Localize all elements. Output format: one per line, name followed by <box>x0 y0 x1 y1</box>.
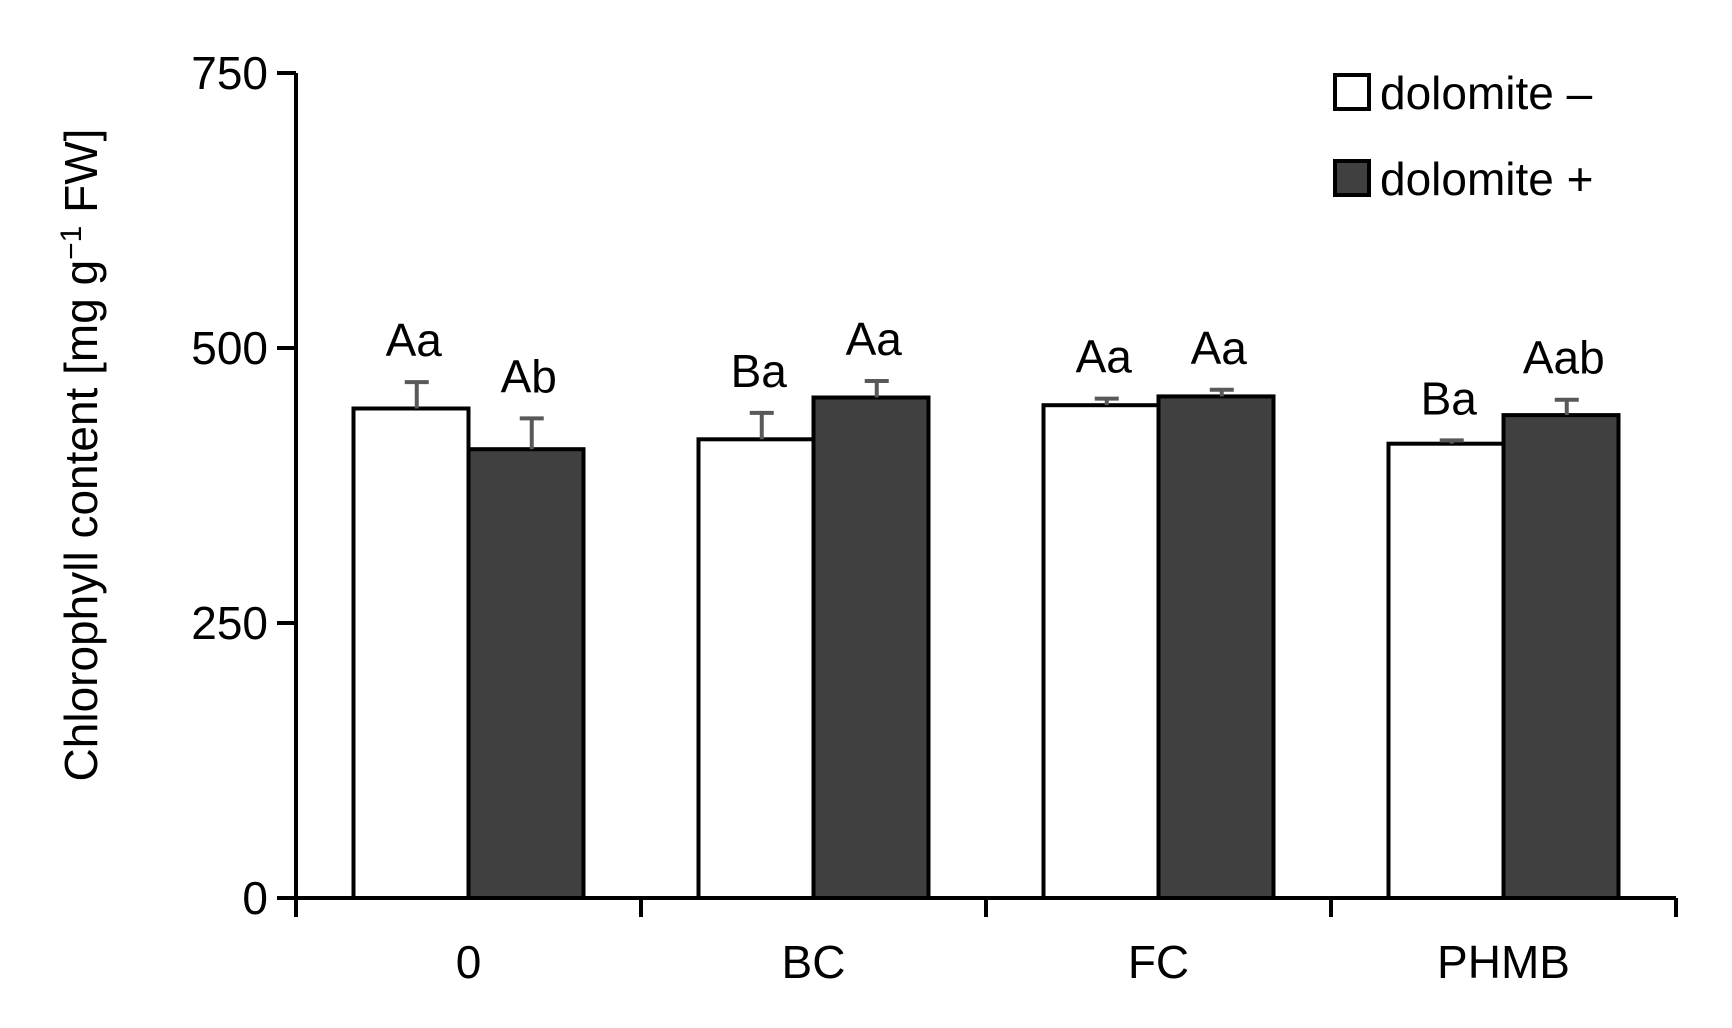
legend-swatch <box>1333 159 1371 197</box>
y-axis-title-suffix: FW] <box>55 129 107 226</box>
legend: dolomite – dolomite + <box>1333 67 1594 205</box>
significance-label: Ba <box>1421 372 1478 424</box>
x-category-label: BC <box>782 936 846 988</box>
legend-swatch <box>1333 73 1371 111</box>
bar <box>696 437 816 900</box>
significance-label: Ba <box>731 345 788 397</box>
y-axis-title-superscript: −1 <box>55 226 88 260</box>
bar <box>1501 413 1621 900</box>
bar <box>466 447 586 900</box>
plot-area: 0 250 500 750 0 Aa Ab BC Ba Aa FC Aa Aa PHMB Ba Aab <box>191 47 1678 988</box>
significance-label: Ab <box>501 350 557 402</box>
y-tick-label: 250 <box>191 597 268 649</box>
bar <box>1386 441 1506 900</box>
x-category-label: PHMB <box>1437 936 1570 988</box>
y-tick-label: 500 <box>191 322 268 374</box>
significance-label: Aa <box>846 313 903 365</box>
y-tick-label: 0 <box>242 872 268 924</box>
significance-label: Aa <box>1076 331 1133 383</box>
x-category-label: 0 <box>456 936 482 988</box>
x-category-label: FC <box>1128 936 1189 988</box>
significance-label: Aa <box>1191 322 1248 374</box>
y-axis-title-group: Chlorophyll content [mg g−1 FW] <box>55 129 107 782</box>
significance-label: Aab <box>1523 332 1605 384</box>
y-axis-title: Chlorophyll content [mg g−1 FW] <box>55 129 107 782</box>
significance-label: Aa <box>386 314 443 366</box>
y-axis-title-main: Chlorophyll content [mg g <box>55 260 107 782</box>
bar <box>1156 394 1276 900</box>
y-tick-label: 750 <box>191 47 268 99</box>
bar <box>351 406 471 900</box>
bar <box>811 395 931 900</box>
legend-label: dolomite + <box>1380 153 1594 205</box>
bar <box>1041 403 1161 900</box>
legend-label: dolomite – <box>1380 67 1593 119</box>
